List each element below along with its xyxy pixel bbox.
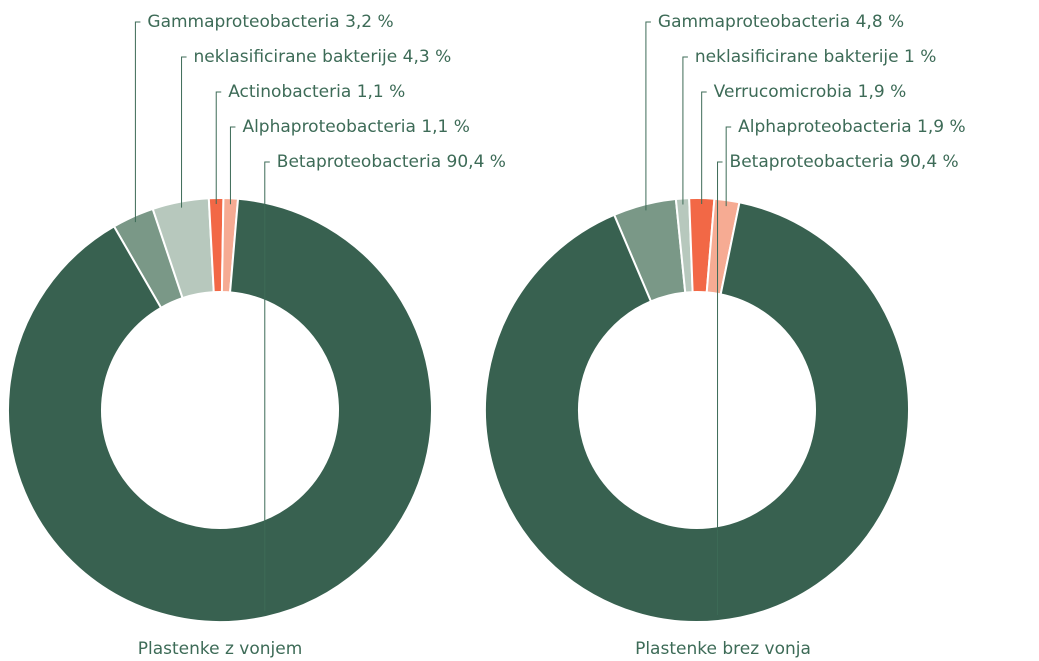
segment-label: Betaproteobacteria 90,4 % [277, 152, 506, 172]
value-label: 1 % [904, 47, 936, 67]
value-label: 4,8 % [856, 12, 905, 32]
segment-label: Alphaproteobacteria 1,1 % [242, 117, 469, 137]
leader-line [215, 91, 222, 205]
value-label: 1,9 % [858, 82, 907, 102]
value-label: 3,2 % [345, 12, 394, 32]
value-label: 1,1 % [357, 82, 406, 102]
leader-line [134, 21, 141, 223]
donut-segment [484, 201, 910, 623]
value-label: 90,4 % [447, 152, 506, 172]
segment-label: neklasificirane bakterije 4,3 % [194, 47, 452, 67]
value-label: 1,9 % [917, 117, 966, 137]
category-name: Alphaproteobacteria [738, 117, 911, 137]
value-label: 90,4 % [899, 152, 958, 172]
segment-label: Gammaproteobacteria 4,8 % [658, 12, 904, 32]
category-name: Actinobacteria [228, 82, 351, 102]
leader-line [645, 21, 651, 211]
leader-line [701, 91, 707, 205]
segment-label: Verrucomicrobia 1,9 % [714, 82, 907, 102]
value-label: 4,3 % [403, 47, 452, 67]
chart-title: Plastenke brez vonja [635, 639, 811, 659]
category-name: neklasificirane bakterije [194, 47, 398, 67]
leader-line [682, 56, 688, 205]
value-label: 1,1 % [421, 117, 470, 137]
segment-label: Gammaproteobacteria 3,2 % [147, 12, 393, 32]
donut-segment [7, 197, 433, 623]
chart-title: Plastenke z vonjem [138, 639, 303, 659]
leader-line [717, 161, 723, 615]
segment-label: Actinobacteria 1,1 % [228, 82, 405, 102]
category-name: neklasificirane bakterije [695, 47, 899, 67]
category-name: Betaproteobacteria [277, 152, 441, 172]
segment-label: Alphaproteobacteria 1,9 % [738, 117, 965, 137]
category-name: Betaproteobacteria [730, 152, 894, 172]
category-name: Alphaproteobacteria [242, 117, 415, 137]
category-name: Gammaproteobacteria [147, 12, 339, 32]
leader-line [264, 161, 270, 612]
category-name: Verrucomicrobia [714, 82, 853, 102]
leader-line [725, 126, 732, 207]
leader-line [181, 56, 187, 208]
category-name: Gammaproteobacteria [658, 12, 850, 32]
segment-label: Betaproteobacteria 90,4 % [730, 152, 959, 172]
segment-label: neklasificirane bakterije 1 % [695, 47, 936, 67]
leader-line [229, 126, 236, 205]
